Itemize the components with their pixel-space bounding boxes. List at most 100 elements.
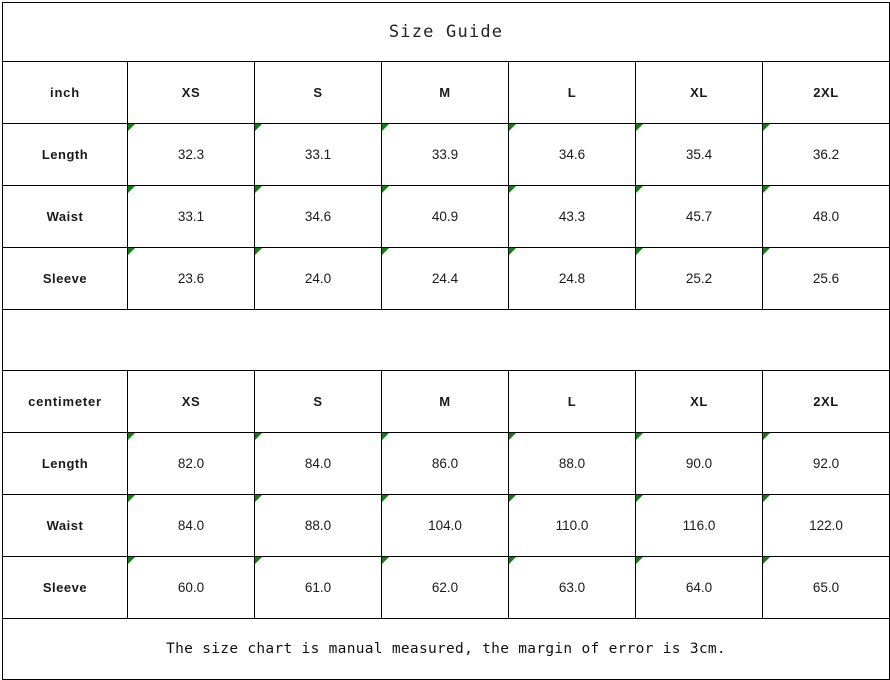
measurement-cell: 65.0 [761, 556, 890, 619]
size-header-s: S [254, 61, 382, 124]
text-number-flag-icon [763, 186, 770, 193]
measurement-cell: 88.0 [508, 432, 636, 495]
measurement-cell: 35.4 [635, 123, 763, 186]
text-number-flag-icon [509, 124, 516, 131]
text-number-flag-icon [636, 495, 643, 502]
row-label-length-centimeter: Length [2, 432, 128, 495]
measurement-value: 43.3 [558, 209, 586, 224]
measurement-value: 104.0 [428, 518, 462, 533]
measurement-value: 25.2 [685, 271, 713, 286]
table-row: Length 32.3 33.1 33.9 34.6 35.4 36.2 [2, 123, 890, 186]
measurement-cell: 45.7 [635, 185, 763, 248]
measurement-value: 88.0 [558, 456, 586, 471]
text-number-flag-icon [382, 248, 389, 255]
measurement-cell: 24.4 [381, 247, 509, 310]
measurement-cell: 24.8 [508, 247, 636, 310]
unit-header-inch: inch [2, 61, 128, 124]
text-number-flag-icon [763, 433, 770, 440]
table-spacer [1, 309, 890, 371]
measurement-value: 33.1 [304, 147, 332, 162]
text-number-flag-icon [636, 124, 643, 131]
measurement-cell: 84.0 [127, 494, 255, 557]
header-row-centimeter: centimeter XS S M L XL 2XL [2, 370, 890, 433]
text-number-flag-icon [255, 248, 262, 255]
text-number-flag-icon [636, 433, 643, 440]
size-header-xs: XS [127, 61, 255, 124]
measurement-cell: 40.9 [381, 185, 509, 248]
table-row: Waist 84.0 88.0 104.0 110.0 116.0 122.0 [2, 494, 890, 557]
text-number-flag-icon [128, 248, 135, 255]
measurement-value: 33.1 [177, 209, 205, 224]
table-row: Length 82.0 84.0 86.0 88.0 90.0 92.0 [2, 432, 890, 495]
measurement-cell: 82.0 [127, 432, 255, 495]
text-number-flag-icon [255, 186, 262, 193]
text-number-flag-icon [128, 433, 135, 440]
row-label-length-inch: Length [2, 123, 128, 186]
unit-header-centimeter: centimeter [2, 370, 128, 433]
title-row: Size Guide [1, 2, 890, 62]
measurement-value: 24.8 [558, 271, 586, 286]
text-number-flag-icon [636, 557, 643, 564]
measurement-value: 34.6 [558, 147, 586, 162]
size-header-2xl: 2XL [761, 370, 890, 433]
measurement-cell: 43.3 [508, 185, 636, 248]
measurement-cell: 33.1 [127, 185, 255, 248]
text-number-flag-icon [382, 495, 389, 502]
measurement-cell: 90.0 [635, 432, 763, 495]
measurement-value: 122.0 [809, 518, 843, 533]
measurement-value: 88.0 [304, 518, 332, 533]
measurement-cell: 86.0 [381, 432, 509, 495]
measurement-value: 23.6 [177, 271, 205, 286]
text-number-flag-icon [509, 433, 516, 440]
measurement-cell: 36.2 [761, 123, 890, 186]
footer-note: The size chart is manual measured, the m… [1, 618, 890, 680]
measurement-value: 110.0 [555, 518, 589, 533]
measurement-cell: 48.0 [761, 185, 890, 248]
measurement-cell: 24.0 [254, 247, 382, 310]
text-number-flag-icon [763, 495, 770, 502]
measurement-value: 33.9 [431, 147, 459, 162]
size-header-l: L [508, 370, 636, 433]
table-spacer-row [1, 309, 890, 371]
row-label-waist-centimeter: Waist [2, 494, 128, 557]
measurement-cell: 32.3 [127, 123, 255, 186]
measurement-cell: 88.0 [254, 494, 382, 557]
text-number-flag-icon [509, 557, 516, 564]
size-header-m: M [381, 370, 509, 433]
text-number-flag-icon [636, 248, 643, 255]
size-header-xl: XL [635, 61, 763, 124]
text-number-flag-icon [509, 248, 516, 255]
measurement-cell: 60.0 [127, 556, 255, 619]
measurement-cell: 25.6 [761, 247, 890, 310]
page-title: Size Guide [1, 2, 890, 62]
measurement-cell: 104.0 [381, 494, 509, 557]
text-number-flag-icon [255, 433, 262, 440]
measurement-value: 90.0 [685, 456, 713, 471]
header-row-inch: inch XS S M L XL 2XL [2, 61, 890, 124]
measurement-value: 32.3 [177, 147, 205, 162]
measurement-value: 36.2 [812, 147, 840, 162]
measurement-cell: 61.0 [254, 556, 382, 619]
measurement-cell: 92.0 [761, 432, 890, 495]
measurement-value: 25.6 [812, 271, 840, 286]
measurement-cell: 34.6 [254, 185, 382, 248]
measurement-cell: 33.9 [381, 123, 509, 186]
size-header-l: L [508, 61, 636, 124]
measurement-value: 24.0 [304, 271, 332, 286]
size-header-2xl: 2XL [761, 61, 890, 124]
size-header-m: M [381, 61, 509, 124]
text-number-flag-icon [255, 557, 262, 564]
measurement-cell: 116.0 [635, 494, 763, 557]
measurement-cell: 25.2 [635, 247, 763, 310]
size-header-xl: XL [635, 370, 763, 433]
text-number-flag-icon [128, 495, 135, 502]
text-number-flag-icon [636, 186, 643, 193]
text-number-flag-icon [382, 433, 389, 440]
measurement-value: 35.4 [685, 147, 713, 162]
measurement-value: 48.0 [812, 209, 840, 224]
measurement-value: 34.6 [304, 209, 332, 224]
measurement-cell: 84.0 [254, 432, 382, 495]
text-number-flag-icon [509, 186, 516, 193]
